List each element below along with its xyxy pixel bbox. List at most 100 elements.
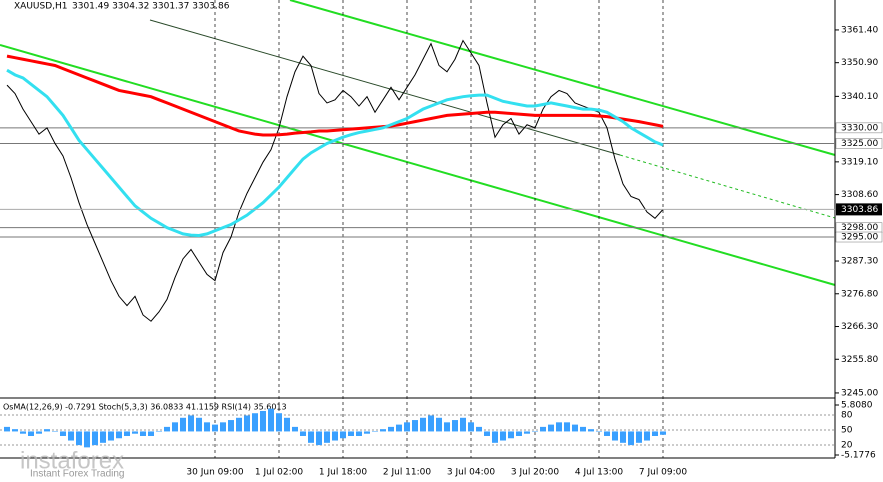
osma-bar xyxy=(636,431,642,443)
channel-line xyxy=(0,44,836,286)
osma-bar xyxy=(476,426,482,432)
osma-bar xyxy=(380,429,386,432)
osma-bar xyxy=(460,417,466,432)
level-label: 3325.00 xyxy=(841,139,878,149)
osma-bar xyxy=(604,431,610,436)
osma-bar xyxy=(356,431,362,436)
osma-bar xyxy=(468,422,474,432)
osma-bar xyxy=(4,426,10,432)
osma-bar xyxy=(340,431,346,439)
ohlc: 3301.49 3304.32 3301.37 3303.86 xyxy=(72,2,230,12)
osma-bar xyxy=(164,426,170,432)
osma-bar xyxy=(620,431,626,443)
x-tick-label: 2 Jul 11:00 xyxy=(383,468,432,478)
watermark-tagline: Instant Forex Trading xyxy=(30,469,125,480)
osma-bar xyxy=(396,424,402,432)
y-tick-label: 3287.30 xyxy=(841,257,878,267)
osma-bar xyxy=(644,431,650,441)
osma-bar xyxy=(516,431,522,436)
osma-bar xyxy=(140,431,146,436)
level-label: 3298.00 xyxy=(841,223,878,233)
watermark-brand: instaforex xyxy=(20,447,124,474)
osma-bar xyxy=(244,415,250,432)
osma-bar xyxy=(452,420,458,432)
series-line xyxy=(6,39,664,322)
osma-bar xyxy=(116,431,122,439)
y2-tick-label: 80 xyxy=(841,411,853,421)
osma-bar xyxy=(156,431,162,432)
osma-bar xyxy=(196,417,202,432)
osma-bar xyxy=(76,431,82,446)
osma-bar xyxy=(268,408,274,432)
y-tick-label: 3245.00 xyxy=(841,388,878,398)
series-line xyxy=(6,68,664,237)
osma-bar xyxy=(556,422,562,432)
osma-bar xyxy=(332,431,338,441)
level-label-box xyxy=(835,138,883,149)
osma-bar xyxy=(388,426,394,432)
osma-bar xyxy=(60,431,66,436)
osma-bar xyxy=(308,431,314,443)
y-tick-label: 3255.80 xyxy=(841,355,878,365)
y-tick-label: 3340.10 xyxy=(841,92,878,102)
osma-bar xyxy=(212,424,218,432)
osma-bar xyxy=(412,420,418,432)
osma-bar xyxy=(52,431,58,432)
osma-bar xyxy=(372,431,378,432)
osma-bar xyxy=(236,417,242,432)
osma-bar xyxy=(628,431,634,446)
level-label-box xyxy=(835,231,883,243)
osma-bar xyxy=(100,431,106,443)
osma-bar xyxy=(92,431,98,446)
y-tick-label: 3319.10 xyxy=(841,157,878,167)
osma-bar xyxy=(316,431,322,446)
osma-bar xyxy=(348,431,354,436)
osma-bar xyxy=(564,422,570,432)
x-tick-label: 1 Jul 02:00 xyxy=(255,468,304,478)
osma-bar xyxy=(428,415,434,432)
y-tick-label: 3266.30 xyxy=(841,322,878,332)
osma-bar xyxy=(12,429,18,432)
x-tick-label: 1 Jul 18:00 xyxy=(319,468,368,478)
osma-bar xyxy=(324,431,330,443)
osma-bar xyxy=(660,431,666,435)
indicator-title: OsMA(12,26,9) -0.7291 Stoch(5,3,3) 36.08… xyxy=(3,403,287,412)
y2-tick-label: 50 xyxy=(841,426,853,436)
y-tick-label: 5.8080 xyxy=(841,401,873,411)
osma-bar xyxy=(284,417,290,432)
x-tick-label: 7 Jul 09:00 xyxy=(639,468,688,478)
osma-bar xyxy=(548,424,554,432)
osma-bar xyxy=(172,422,178,432)
osma-bar xyxy=(260,410,266,432)
osma-bar xyxy=(220,422,226,432)
osma-bar xyxy=(36,431,42,434)
trend-line xyxy=(619,154,836,219)
osma-bar xyxy=(404,422,410,432)
current-price-label: 3303.86 xyxy=(841,205,878,215)
osma-bar xyxy=(484,431,490,436)
osma-bar xyxy=(292,426,298,432)
osma-bar xyxy=(524,431,530,434)
osma-bar xyxy=(532,431,538,432)
osma-bar xyxy=(252,413,258,432)
osma-bar xyxy=(204,422,210,432)
osma-bar xyxy=(508,431,514,439)
osma-bar xyxy=(572,424,578,432)
osma-bar xyxy=(228,420,234,432)
osma-bar xyxy=(300,431,306,436)
osma-bar xyxy=(28,431,34,436)
x-tick-label: 4 Jul 13:00 xyxy=(575,468,624,478)
osma-bar xyxy=(132,431,138,434)
level-label: 3330.00 xyxy=(841,123,878,133)
trend-line xyxy=(149,19,621,156)
osma-bar xyxy=(276,413,282,432)
level-label-box xyxy=(835,122,883,134)
osma-bar xyxy=(436,417,442,432)
osma-bar xyxy=(540,426,546,432)
x-tick-label: 30 Jun 09:00 xyxy=(186,468,243,478)
level-label: 3295.00 xyxy=(841,233,878,243)
osma-bar xyxy=(364,431,370,434)
osma-bar xyxy=(596,431,602,432)
osma-bar xyxy=(148,431,154,436)
